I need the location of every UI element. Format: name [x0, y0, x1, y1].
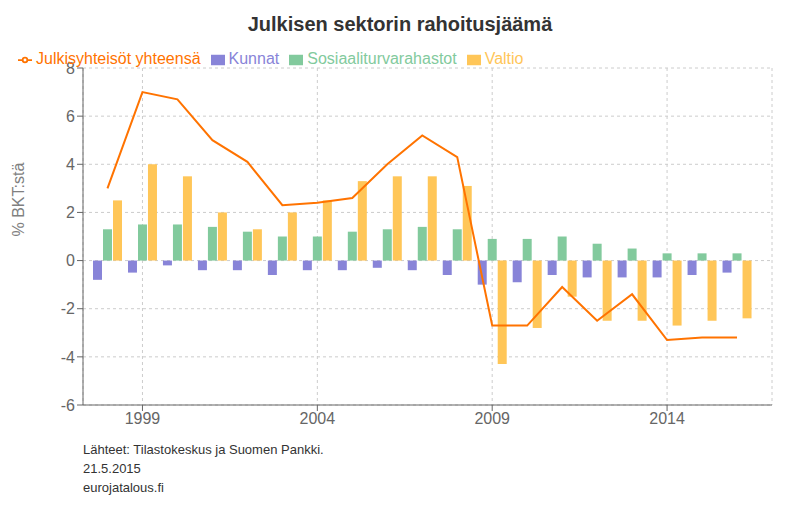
svg-text:% BKT:stä: % BKT:stä — [10, 163, 27, 237]
svg-text:1999: 1999 — [125, 410, 161, 427]
svg-text:2014: 2014 — [649, 410, 685, 427]
svg-text:-4: -4 — [61, 349, 75, 366]
svg-text:4: 4 — [66, 156, 75, 173]
svg-text:-6: -6 — [61, 397, 75, 414]
svg-text:0: 0 — [66, 252, 75, 269]
svg-text:8: 8 — [66, 60, 75, 77]
svg-text:2009: 2009 — [474, 410, 510, 427]
svg-text:2004: 2004 — [300, 410, 336, 427]
svg-text:-2: -2 — [61, 300, 75, 317]
svg-text:2: 2 — [66, 204, 75, 221]
svg-text:6: 6 — [66, 108, 75, 125]
